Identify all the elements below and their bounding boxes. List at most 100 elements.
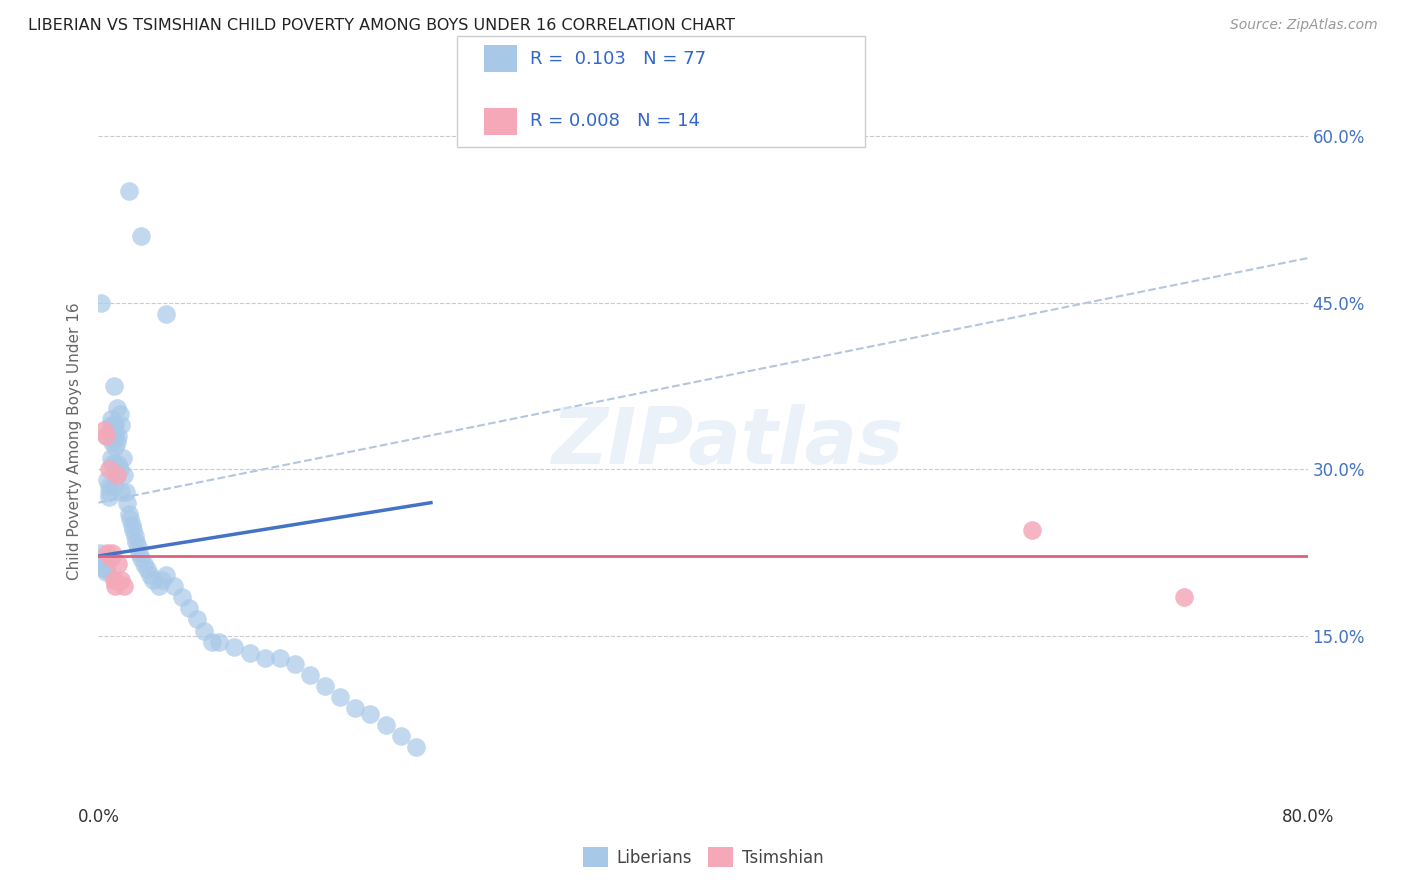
- Point: [120, 512, 142, 526]
- Point: [1021, 524, 1043, 538]
- Point: [101, 429, 124, 443]
- Point: [163, 579, 186, 593]
- Point: [129, 551, 152, 566]
- Point: [96, 546, 118, 560]
- Point: [103, 479, 125, 493]
- Point: [121, 517, 143, 532]
- Point: [374, 718, 396, 732]
- Y-axis label: Child Poverty Among Boys Under 16: Child Poverty Among Boys Under 16: [67, 302, 83, 581]
- Point: [108, 462, 131, 476]
- Legend: Liberians, Tsimshian: Liberians, Tsimshian: [576, 840, 830, 874]
- Point: [155, 568, 177, 582]
- Point: [132, 557, 155, 571]
- Point: [135, 562, 157, 576]
- Point: [103, 574, 125, 588]
- Point: [179, 601, 201, 615]
- Point: [93, 562, 115, 576]
- Point: [94, 562, 117, 576]
- Point: [1173, 590, 1195, 604]
- Point: [284, 657, 307, 671]
- Point: [94, 565, 117, 579]
- Point: [405, 740, 427, 755]
- Point: [105, 467, 128, 482]
- Point: [100, 412, 122, 426]
- Point: [100, 551, 122, 566]
- Point: [101, 457, 124, 471]
- Point: [101, 434, 124, 449]
- Point: [139, 568, 162, 582]
- Point: [389, 729, 412, 743]
- Point: [108, 407, 131, 421]
- Point: [129, 228, 152, 243]
- Point: [90, 551, 112, 566]
- Point: [125, 534, 148, 549]
- Point: [193, 624, 215, 638]
- Point: [93, 553, 115, 567]
- Point: [100, 424, 122, 438]
- Text: LIBERIAN VS TSIMSHIAN CHILD POVERTY AMONG BOYS UNDER 16 CORRELATION CHART: LIBERIAN VS TSIMSHIAN CHILD POVERTY AMON…: [28, 18, 735, 33]
- Point: [360, 706, 382, 721]
- Text: R =  0.103   N = 77: R = 0.103 N = 77: [530, 50, 706, 68]
- Point: [150, 574, 173, 588]
- Point: [98, 479, 121, 493]
- Text: Source: ZipAtlas.com: Source: ZipAtlas.com: [1230, 18, 1378, 32]
- Point: [112, 579, 135, 593]
- Point: [104, 579, 127, 593]
- Point: [93, 424, 115, 438]
- Point: [105, 401, 128, 416]
- Point: [94, 559, 117, 574]
- Point: [329, 690, 352, 705]
- Point: [314, 679, 336, 693]
- Point: [104, 417, 127, 432]
- Point: [239, 646, 262, 660]
- Point: [269, 651, 291, 665]
- Point: [224, 640, 246, 655]
- Point: [94, 429, 117, 443]
- Point: [103, 417, 125, 432]
- Text: ZIPatlas: ZIPatlas: [551, 403, 903, 480]
- Point: [90, 295, 112, 310]
- Point: [124, 529, 146, 543]
- Point: [96, 429, 118, 443]
- Point: [89, 546, 111, 560]
- Point: [105, 467, 128, 482]
- Point: [96, 474, 118, 488]
- Point: [114, 484, 136, 499]
- Point: [107, 557, 129, 571]
- Point: [170, 590, 193, 604]
- Point: [107, 429, 129, 443]
- Point: [101, 546, 124, 560]
- Point: [100, 417, 122, 432]
- Point: [118, 507, 141, 521]
- Point: [91, 557, 114, 571]
- Point: [104, 440, 127, 454]
- Point: [103, 379, 125, 393]
- Point: [103, 457, 125, 471]
- Point: [118, 185, 141, 199]
- Point: [201, 634, 224, 648]
- Point: [186, 612, 208, 626]
- Point: [142, 574, 165, 588]
- Point: [91, 557, 114, 571]
- Point: [98, 484, 121, 499]
- Point: [104, 429, 127, 443]
- Point: [105, 434, 128, 449]
- Point: [127, 540, 149, 554]
- Point: [115, 496, 138, 510]
- Point: [100, 451, 122, 466]
- Point: [208, 634, 231, 648]
- Point: [253, 651, 276, 665]
- Point: [344, 701, 367, 715]
- Text: R = 0.008   N = 14: R = 0.008 N = 14: [530, 112, 700, 130]
- Point: [111, 451, 134, 466]
- Point: [98, 490, 121, 504]
- Point: [155, 307, 177, 321]
- Point: [148, 579, 170, 593]
- Point: [128, 546, 150, 560]
- Point: [110, 417, 132, 432]
- Point: [98, 462, 121, 476]
- Point: [112, 467, 135, 482]
- Point: [122, 524, 145, 538]
- Point: [299, 668, 322, 682]
- Point: [110, 484, 132, 499]
